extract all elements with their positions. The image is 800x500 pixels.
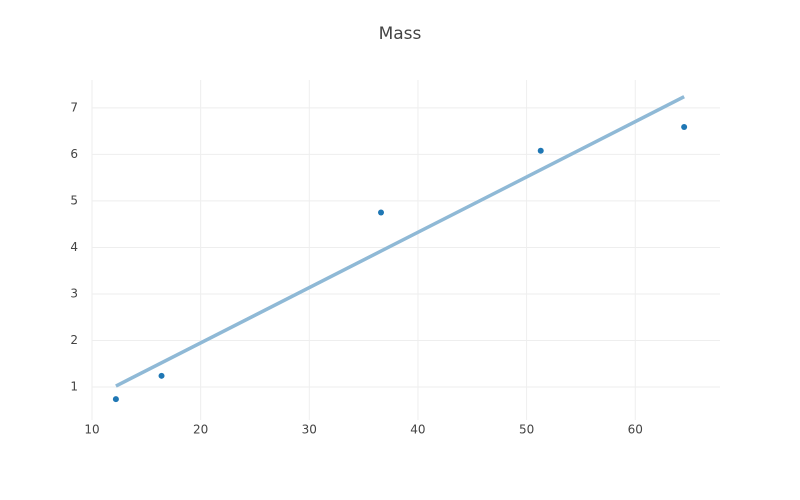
data-point — [537, 147, 544, 154]
x-tick-label: 50 — [519, 423, 534, 437]
data-point — [112, 396, 119, 403]
chart-title: Mass — [379, 24, 422, 44]
x-tick-label: 30 — [302, 423, 317, 437]
y-tick-label: 6 — [70, 147, 78, 161]
x-tick-label: 10 — [84, 423, 99, 437]
trend-line — [115, 95, 685, 388]
x-tick-label: 40 — [410, 423, 425, 437]
y-tick-label: 7 — [70, 100, 78, 114]
data-point — [378, 209, 385, 216]
y-tick-label: 5 — [70, 193, 78, 207]
y-tick-label: 4 — [70, 240, 78, 254]
y-tick-label: 1 — [70, 379, 78, 393]
x-tick-label: 60 — [628, 423, 643, 437]
data-point — [681, 123, 688, 130]
data-point — [158, 372, 165, 379]
x-tick-label: 20 — [193, 423, 208, 437]
y-tick-label: 2 — [70, 333, 78, 347]
y-tick-label: 3 — [70, 286, 78, 300]
